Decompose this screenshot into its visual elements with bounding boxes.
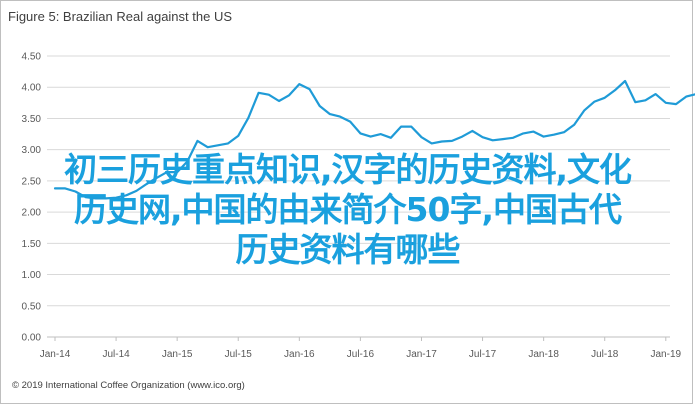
x-tick-label: Jul-17	[469, 349, 497, 360]
figure-title: Figure 5: Brazilian Real against the US	[8, 9, 233, 24]
overlay-line-1: 初三历史重点知识,汉字的历史资料,文化	[63, 150, 632, 189]
x-axis-ticks: Jan-14 Jul-14 Jan-15 Jul-15 Jan-16 Jul-16 Jan-…	[40, 337, 682, 360]
y-tick-label: 3.00	[22, 145, 42, 156]
y-tick-label: 4.00	[22, 83, 42, 94]
y-tick-label: 1.00	[22, 270, 42, 281]
y-tick-label: 2.50	[22, 176, 42, 187]
x-tick-label: Jan-17	[406, 349, 437, 360]
y-tick-label: 3.50	[22, 114, 42, 125]
y-tick-label: 4.50	[22, 52, 42, 63]
series-line	[53, 79, 695, 200]
y-axis-ticks: 0.00 0.50 1.00 1.50 2.00 2.50 3.00 3.50 4.00 4.50	[22, 52, 42, 344]
x-tick-label: Jan-16	[284, 349, 315, 360]
overlay-line-3: 历史资料有哪些	[235, 230, 461, 269]
x-tick-label: Jul-14	[102, 349, 130, 360]
y-tick-label: 1.50	[22, 239, 42, 250]
overlay-line-2: 历史网,中国的由来简介50字,中国古代	[74, 190, 622, 229]
y-tick-label: 2.00	[22, 208, 42, 219]
x-tick-label: Jan-15	[162, 349, 193, 360]
x-tick-label: Jan-19	[651, 349, 682, 360]
overlay-caption: 初三历史重点知识,汉字的历史资料,文化 历史网,中国的由来简介50字,中国古代 …	[0, 150, 695, 270]
y-tick-label: 0.00	[22, 333, 42, 344]
x-tick-label: Jan-14	[40, 349, 71, 360]
x-tick-label: Jul-15	[225, 349, 253, 360]
x-tick-label: Jan-18	[528, 349, 559, 360]
source-credit: © 2019 International Coffee Organization…	[12, 380, 245, 391]
x-tick-label: Jul-18	[591, 349, 619, 360]
x-tick-label: Jul-16	[347, 349, 375, 360]
y-tick-label: 0.50	[22, 301, 42, 312]
